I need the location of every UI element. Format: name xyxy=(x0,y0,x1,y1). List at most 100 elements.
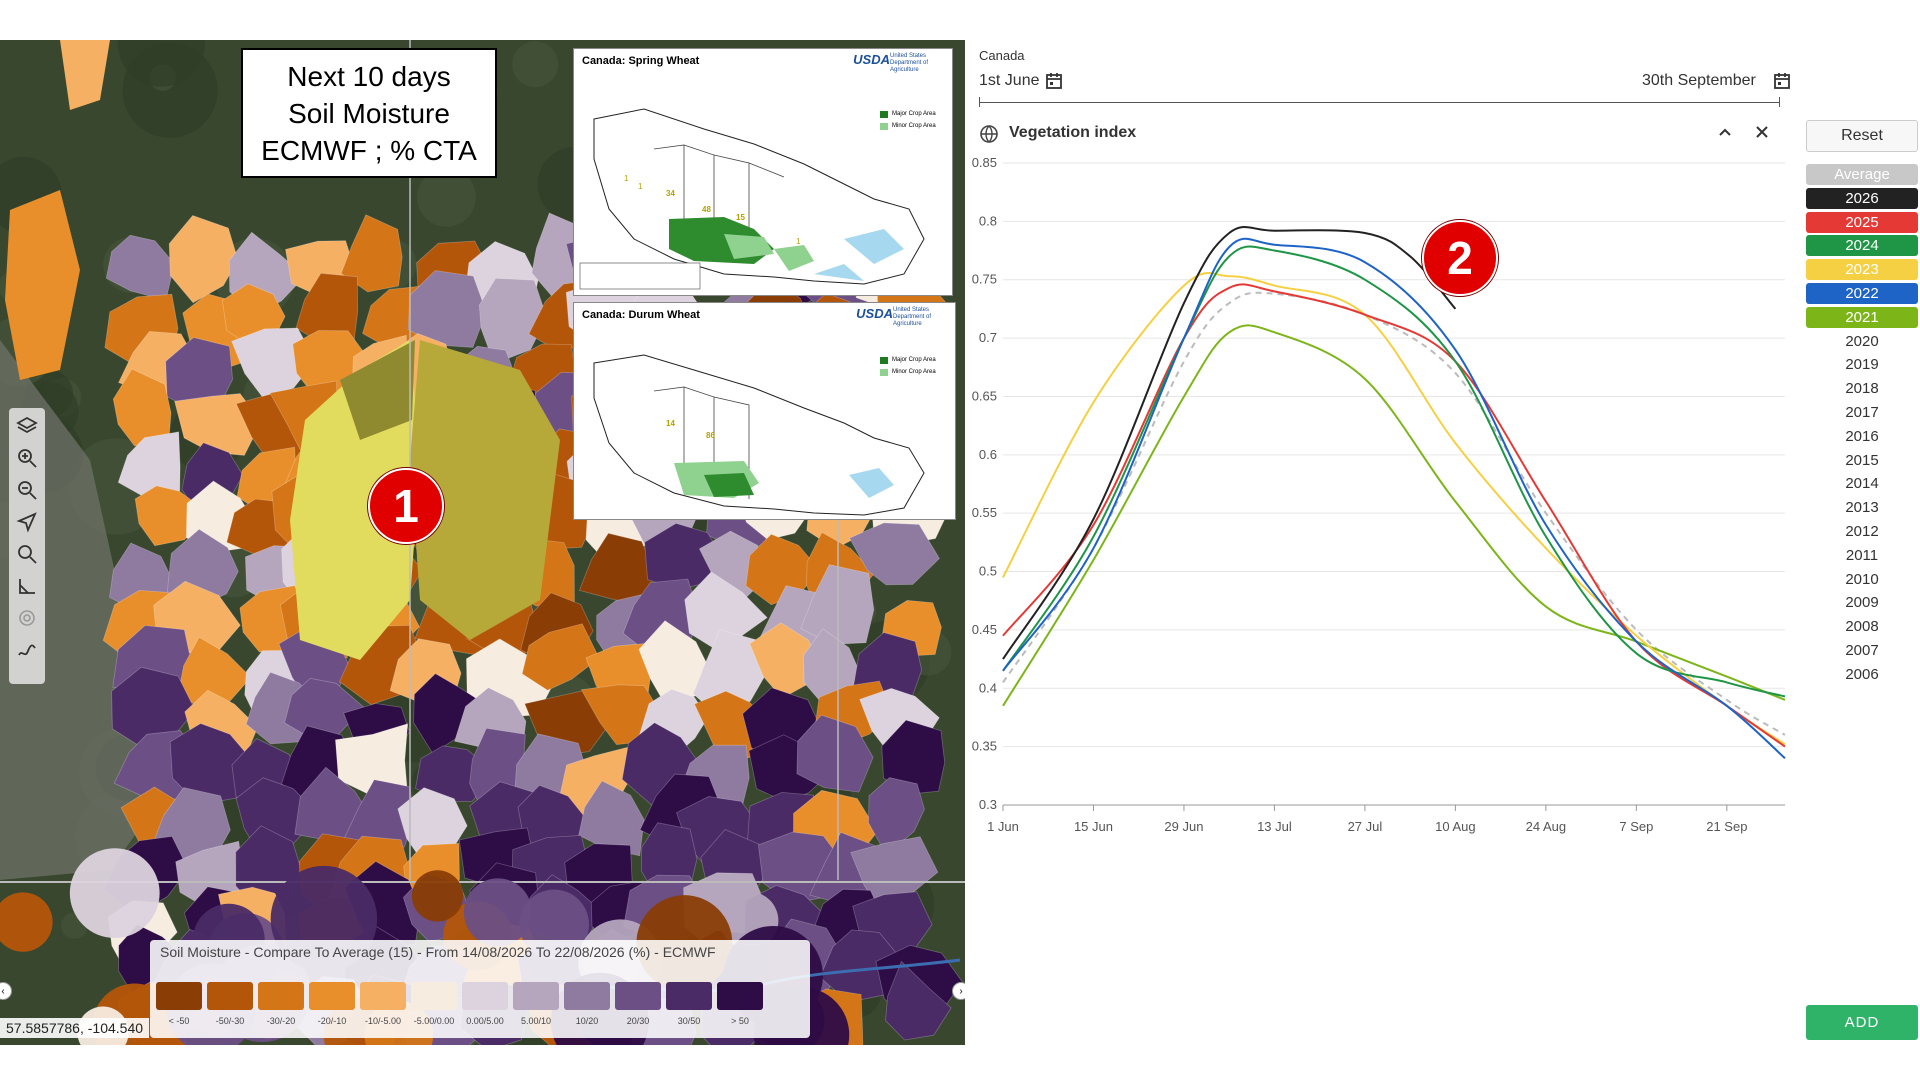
map-region xyxy=(463,878,532,947)
terrain-texture xyxy=(512,41,559,88)
map-region xyxy=(868,777,925,856)
map-region xyxy=(411,870,464,922)
terrain-texture xyxy=(417,168,476,227)
year-toggle-2013[interactable]: 2013 xyxy=(1845,499,1879,517)
year-toggle-2025[interactable]: 2025 xyxy=(1806,211,1918,233)
map-region xyxy=(407,270,487,348)
region-label: Canada xyxy=(979,48,1025,63)
year-toggle-2017[interactable]: 2017 xyxy=(1845,403,1879,421)
target-icon[interactable] xyxy=(14,606,40,630)
year-toggle-2024[interactable]: 2024 xyxy=(1806,235,1918,257)
inset-title: Canada: Spring Wheat xyxy=(582,55,700,67)
add-button[interactable]: ADD xyxy=(1806,1005,1918,1040)
inset-number: 1 xyxy=(796,237,801,246)
year-toggle-2019[interactable]: 2019 xyxy=(1845,356,1879,374)
map-title-box: Next 10 days Soil Moisture ECMWF ; % CTA xyxy=(241,48,497,178)
end-date[interactable]: 30th September xyxy=(1642,72,1756,89)
x-tick-label: 10 Aug xyxy=(1435,819,1476,834)
legend-swatch: -50/-30 xyxy=(207,982,253,1026)
navigate-icon[interactable] xyxy=(14,510,40,534)
legend-swatch-label: 0.00/5.00 xyxy=(466,1016,504,1026)
legend-swatch-label: 5.00/10 xyxy=(520,1016,552,1026)
marker-badge-2: 2 xyxy=(1422,220,1498,296)
draw-icon[interactable] xyxy=(14,638,40,662)
calendar-icon[interactable] xyxy=(1045,72,1063,90)
range-handle-start[interactable] xyxy=(979,97,980,107)
y-tick-label: 0.4 xyxy=(979,680,997,695)
legend-swatch-label: > 50 xyxy=(731,1016,749,1026)
legend-swatch: 0.00/5.00 xyxy=(462,982,508,1026)
zoom-in-icon[interactable] xyxy=(14,446,40,470)
map-panel[interactable]: Next 10 days Soil Moisture ECMWF ; % CTA… xyxy=(0,40,965,1045)
y-tick-label: 0.5 xyxy=(979,564,997,579)
inset-title: Canada: Durum Wheat xyxy=(582,309,700,321)
legend-swatch: < -50 xyxy=(156,982,202,1026)
legend-swatches: < -50 -50/-30 -30/-20 -20/-10 -10/-5.00 -5.00… xyxy=(156,982,763,1026)
y-tick-label: 0.85 xyxy=(972,155,997,170)
chevron-up-icon xyxy=(1719,128,1731,136)
legend-swatch-label: -10/-5.00 xyxy=(364,1016,402,1026)
series-line-2022 xyxy=(1002,237,1786,760)
legend-swatch: 10/20 xyxy=(564,982,610,1026)
map-region xyxy=(849,522,940,586)
collapse-right-icon[interactable]: › xyxy=(952,982,965,1000)
vegetation-index-chart: 0.3 0.35 0.4 0.45 0.5 0.55 0.6 0.65 0.7 0.75 0.8 0.… xyxy=(972,155,1786,834)
x-tick-label: 15 Jun xyxy=(1074,819,1113,834)
year-toggle-2010[interactable]: 2010 xyxy=(1845,570,1879,588)
year-toggle-2012[interactable]: 2012 xyxy=(1845,522,1879,540)
year-toggle-2011[interactable]: 2011 xyxy=(1845,546,1879,564)
year-toggle-2022[interactable]: 2022 xyxy=(1806,282,1918,304)
chart-panel: Canada 1st June 30th September Vegetatio… xyxy=(965,40,1920,1050)
x-tick-label: 7 Sep xyxy=(1619,819,1653,834)
x-tick-label: 29 Jun xyxy=(1164,819,1203,834)
date-range-slider[interactable] xyxy=(979,102,1779,103)
year-toggle-2014[interactable]: 2014 xyxy=(1845,475,1879,493)
reset-button[interactable]: Reset xyxy=(1806,120,1918,152)
inset-legend-major: Major Crop Area xyxy=(892,111,936,117)
year-toggle-2020[interactable]: 2020 xyxy=(1845,332,1879,350)
inset-spring-wheat: Canada: Spring Wheat USDA United States … xyxy=(573,48,953,296)
year-toggle-2026[interactable]: 2026 xyxy=(1806,187,1918,209)
close-chart-button[interactable] xyxy=(1750,120,1774,144)
year-toggle-2018[interactable]: 2018 xyxy=(1845,380,1879,398)
legend-swatch: 20/30 xyxy=(615,982,661,1026)
series-line-2023 xyxy=(1002,272,1786,746)
year-toggle-2009[interactable]: 2009 xyxy=(1845,594,1879,612)
year-toggle-2016[interactable]: 2016 xyxy=(1845,427,1879,445)
inset-legend-major: Major Crop Area xyxy=(892,357,936,363)
year-toggle-2006[interactable]: 2006 xyxy=(1845,665,1879,683)
year-toggle-2023[interactable]: 2023 xyxy=(1806,259,1918,281)
legend-swatch-label: < -50 xyxy=(168,1016,190,1026)
layers-icon[interactable] xyxy=(14,414,40,438)
year-toggle-average[interactable]: Average xyxy=(1806,164,1918,185)
search-icon[interactable] xyxy=(14,542,40,566)
year-toggle-2021[interactable]: 2021 xyxy=(1806,306,1918,328)
series-line-2026 xyxy=(1002,226,1457,660)
y-tick-label: 0.75 xyxy=(972,272,997,287)
start-date[interactable]: 1st June xyxy=(979,72,1040,89)
collapse-chart-button[interactable] xyxy=(1713,120,1737,144)
range-handle-end[interactable] xyxy=(1779,97,1780,107)
x-tick-label: 24 Aug xyxy=(1526,819,1567,834)
legend-swatch: -20/-10 xyxy=(309,982,355,1026)
map-region xyxy=(340,214,403,293)
year-toggle-2007[interactable]: 2007 xyxy=(1845,641,1879,659)
spring-wheat-map xyxy=(579,108,925,290)
year-toggle-2008[interactable]: 2008 xyxy=(1845,618,1879,636)
map-region xyxy=(819,929,902,1003)
map-region xyxy=(410,340,560,640)
legend-swatch: -5.00/0.00 xyxy=(411,982,457,1026)
calendar-icon[interactable] xyxy=(1773,72,1791,90)
year-toggle-2015[interactable]: 2015 xyxy=(1845,451,1879,469)
y-tick-label: 0.3 xyxy=(979,797,997,812)
map-title-line-1: Next 10 days xyxy=(287,60,451,92)
legend-swatch: > 50 xyxy=(717,982,763,1026)
map-region xyxy=(168,215,239,304)
legend-swatch-label: -50/-30 xyxy=(215,1016,245,1026)
zoom-out-icon[interactable] xyxy=(14,478,40,502)
measure-icon[interactable] xyxy=(14,574,40,598)
inset-durum-wheat: Canada: Durum Wheat USDA United States D… xyxy=(573,302,956,520)
map-region xyxy=(69,848,160,939)
terrain-texture xyxy=(117,40,205,87)
series-line-2024 xyxy=(1002,245,1786,698)
